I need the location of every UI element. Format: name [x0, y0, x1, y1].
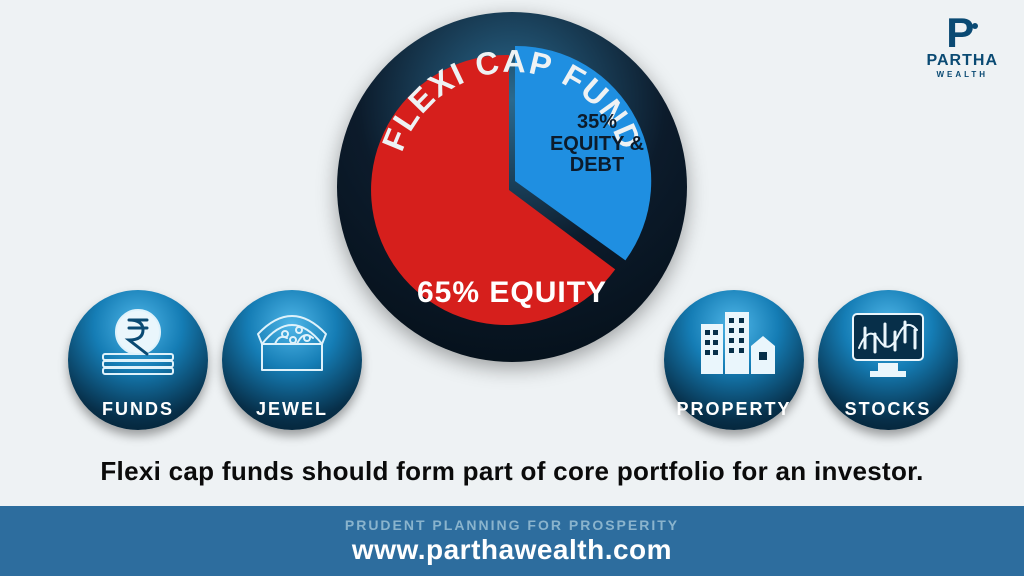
- category-funds: FUNDS: [68, 290, 208, 430]
- stock-chart-icon: [843, 304, 933, 380]
- category-stocks: STOCKS: [818, 290, 958, 430]
- footer-slogan: PRUDENT PLANNING FOR PROSPERITY: [345, 517, 679, 533]
- jewel-chest-icon: [247, 304, 337, 380]
- brand-logo: P PARTHA WEALTH: [927, 14, 998, 79]
- category-jewel-label: JEWEL: [256, 399, 328, 420]
- footer-bar: PRUDENT PLANNING FOR PROSPERITY www.part…: [0, 506, 1024, 576]
- pie-chart: FLEXI CAP FUND 35% EQUITY & DEBT 65% EQU…: [337, 12, 687, 362]
- footer-url: www.parthawealth.com: [352, 534, 672, 566]
- brand-logo-name: PARTHA: [927, 52, 998, 70]
- category-property: PROPERTY: [664, 290, 804, 430]
- buildings-icon: [689, 304, 779, 380]
- pie-slice-minor-label: 35% EQUITY & DEBT: [537, 112, 657, 177]
- tagline-text: Flexi cap funds should form part of core…: [0, 456, 1024, 487]
- category-property-label: PROPERTY: [676, 399, 791, 420]
- brand-logo-sub: WEALTH: [927, 70, 998, 79]
- brand-logo-mark: P: [927, 14, 998, 52]
- pie-slice-major-label: 65% EQUITY: [337, 276, 687, 310]
- category-jewel: JEWEL: [222, 290, 362, 430]
- category-stocks-label: STOCKS: [845, 399, 932, 420]
- category-funds-label: FUNDS: [102, 399, 174, 420]
- rupee-stack-icon: [93, 304, 183, 380]
